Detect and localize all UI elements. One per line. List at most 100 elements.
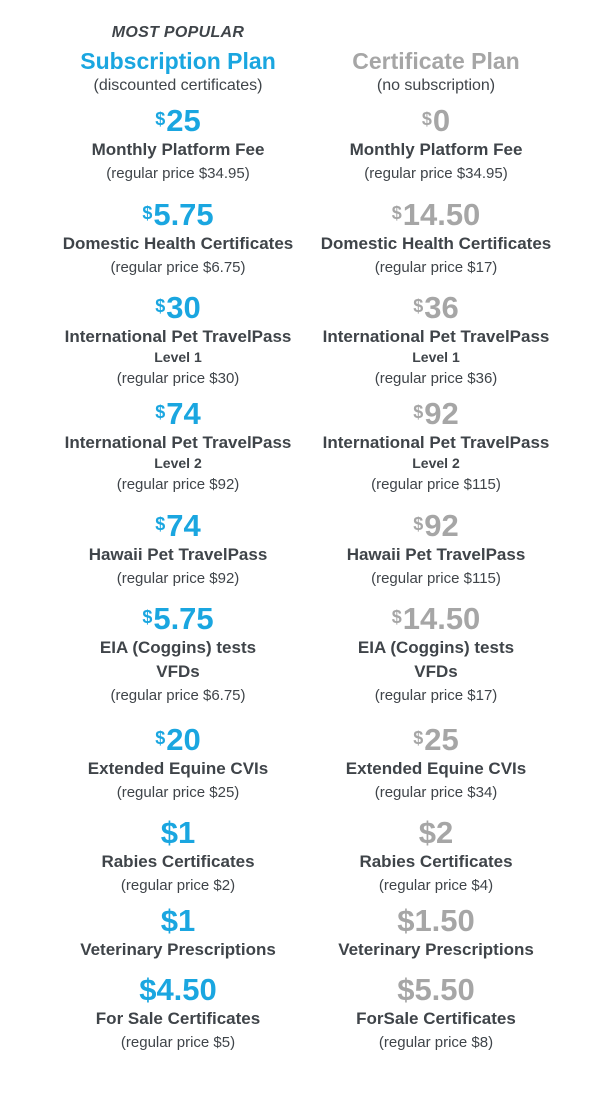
regular-price: (regular price $2) <box>120 877 236 894</box>
item-name: Hawaii Pet TravelPass <box>346 545 526 564</box>
item-name: Rabies Certificates <box>359 852 513 871</box>
item-level: Level 2 <box>412 455 460 471</box>
price-amount: $1 <box>160 815 196 850</box>
currency-symbol: $ <box>413 296 424 316</box>
price-amount: 0 <box>432 103 451 138</box>
pricing-item: $1.50 Veterinary Prescriptions <box>286 903 586 961</box>
price-amount: 74 <box>166 396 201 431</box>
currency-symbol: $ <box>413 728 424 748</box>
price: $5.50 <box>286 972 586 1008</box>
plan-title: Subscription Plan <box>80 48 276 74</box>
pricing-item: $30 International Pet TravelPass Level 1 (r… <box>28 290 328 390</box>
item-level: Level 1 <box>412 349 460 365</box>
pricing-item: $74 Hawaii Pet TravelPass (regular price $… <box>28 508 328 590</box>
item-name: For Sale Certificates <box>95 1009 261 1028</box>
price-amount: $4.50 <box>139 972 217 1007</box>
price: $5.75 <box>28 197 328 233</box>
regular-price: (regular price $34) <box>374 784 498 801</box>
regular-price: (regular price $36) <box>374 370 498 387</box>
certificate-plan-column: Certificate Plan (no subscription) $0 Mon… <box>286 0 586 1100</box>
price: $25 <box>28 103 328 139</box>
item-name: ForSale Certificates <box>356 1009 516 1028</box>
price-amount: 5.75 <box>153 197 214 232</box>
plan-subtitle: (no subscription) <box>376 77 496 94</box>
regular-price: (regular price $17) <box>374 687 498 704</box>
regular-price: (regular price $8) <box>378 1034 494 1051</box>
plan-subtitle: (discounted certificates) <box>93 77 263 94</box>
price: $5.75 <box>28 601 328 637</box>
price: $20 <box>28 722 328 758</box>
pricing-item: $2 Rabies Certificates (regular price $4) <box>286 815 586 897</box>
price-amount: 74 <box>166 508 201 543</box>
price-amount: 14.50 <box>402 197 481 232</box>
pricing-item: $36 International Pet TravelPass Level 1 (r… <box>286 290 586 390</box>
currency-symbol: $ <box>142 607 153 627</box>
regular-price: (regular price $34.95) <box>106 165 250 182</box>
pricing-item: $14.50 Domestic Health Certificates (regul… <box>286 197 586 279</box>
price: $14.50 <box>286 601 586 637</box>
price: $14.50 <box>286 197 586 233</box>
price-amount: $1.50 <box>397 903 475 938</box>
item-name: Domestic Health Certificates <box>62 234 294 253</box>
pricing-item: $25 Extended Equine CVIs (regular price $3… <box>286 722 586 804</box>
pricing-item: $0 Monthly Platform Fee (regular price $34… <box>286 103 586 185</box>
pricing-item: $1 Rabies Certificates (regular price $2) <box>28 815 328 897</box>
price-amount: 30 <box>166 290 201 325</box>
item-name: International Pet TravelPass <box>322 327 550 346</box>
pricing-item: $1 Veterinary Prescriptions <box>28 903 328 961</box>
price: $1 <box>28 815 328 851</box>
price-amount: $2 <box>418 815 454 850</box>
pricing-item: $5.75 EIA (Coggins) tests VFDs (regular pri… <box>28 601 328 707</box>
currency-symbol: $ <box>413 514 424 534</box>
plan-title: Certificate Plan <box>352 48 520 74</box>
pricing-item: $74 International Pet TravelPass Level 2 (r… <box>28 396 328 496</box>
item-name: Veterinary Prescriptions <box>338 940 534 959</box>
regular-price: (regular price $4) <box>378 877 494 894</box>
price: $25 <box>286 722 586 758</box>
price-amount: 20 <box>166 722 201 757</box>
item-name: Extended Equine CVIs <box>345 759 527 778</box>
pricing-item: $92 Hawaii Pet TravelPass (regular price $… <box>286 508 586 590</box>
price-amount: 25 <box>166 103 201 138</box>
regular-price: (regular price $92) <box>116 570 240 587</box>
price-amount: $5.50 <box>397 972 475 1007</box>
price-amount: 25 <box>424 722 459 757</box>
currency-symbol: $ <box>391 607 402 627</box>
item-level: Level 1 <box>154 349 202 365</box>
pricing-item: $92 International Pet TravelPass Level 2 (r… <box>286 396 586 496</box>
price-amount: 5.75 <box>153 601 214 636</box>
price: $1.50 <box>286 903 586 939</box>
price-amount: 14.50 <box>402 601 481 636</box>
regular-price: (regular price $34.95) <box>364 165 508 182</box>
currency-symbol: $ <box>142 203 153 223</box>
price: $74 <box>28 508 328 544</box>
pricing-item: $14.50 EIA (Coggins) tests VFDs (regular pr… <box>286 601 586 707</box>
price: $30 <box>28 290 328 326</box>
price: $92 <box>286 396 586 432</box>
pricing-item: $5.75 Domestic Health Certificates (regula… <box>28 197 328 279</box>
pricing-item: $5.50 ForSale Certificates (regular price … <box>286 972 586 1054</box>
price: $1 <box>28 903 328 939</box>
regular-price: (regular price $25) <box>116 784 240 801</box>
price-amount: 92 <box>424 396 459 431</box>
item-name: International Pet TravelPass <box>322 433 550 452</box>
item-name: Monthly Platform Fee <box>349 140 523 159</box>
regular-price: (regular price $6.75) <box>110 259 246 276</box>
price: $74 <box>28 396 328 432</box>
item-name: Extended Equine CVIs <box>87 759 269 778</box>
regular-price: (regular price $5) <box>120 1034 236 1051</box>
regular-price: (regular price $30) <box>116 370 240 387</box>
currency-symbol: $ <box>155 109 166 129</box>
currency-symbol: $ <box>391 203 402 223</box>
item-name: Rabies Certificates <box>101 852 255 871</box>
currency-symbol: $ <box>413 402 424 422</box>
price: $92 <box>286 508 586 544</box>
item-name: Monthly Platform Fee <box>91 140 265 159</box>
regular-price: (regular price $6.75) <box>110 687 246 704</box>
price: $36 <box>286 290 586 326</box>
pricing-item: $4.50 For Sale Certificates (regular price… <box>28 972 328 1054</box>
regular-price: (regular price $115) <box>371 476 501 493</box>
regular-price: (regular price $115) <box>371 570 501 587</box>
price-amount: 92 <box>424 508 459 543</box>
item-extra: VFDs <box>156 662 200 681</box>
